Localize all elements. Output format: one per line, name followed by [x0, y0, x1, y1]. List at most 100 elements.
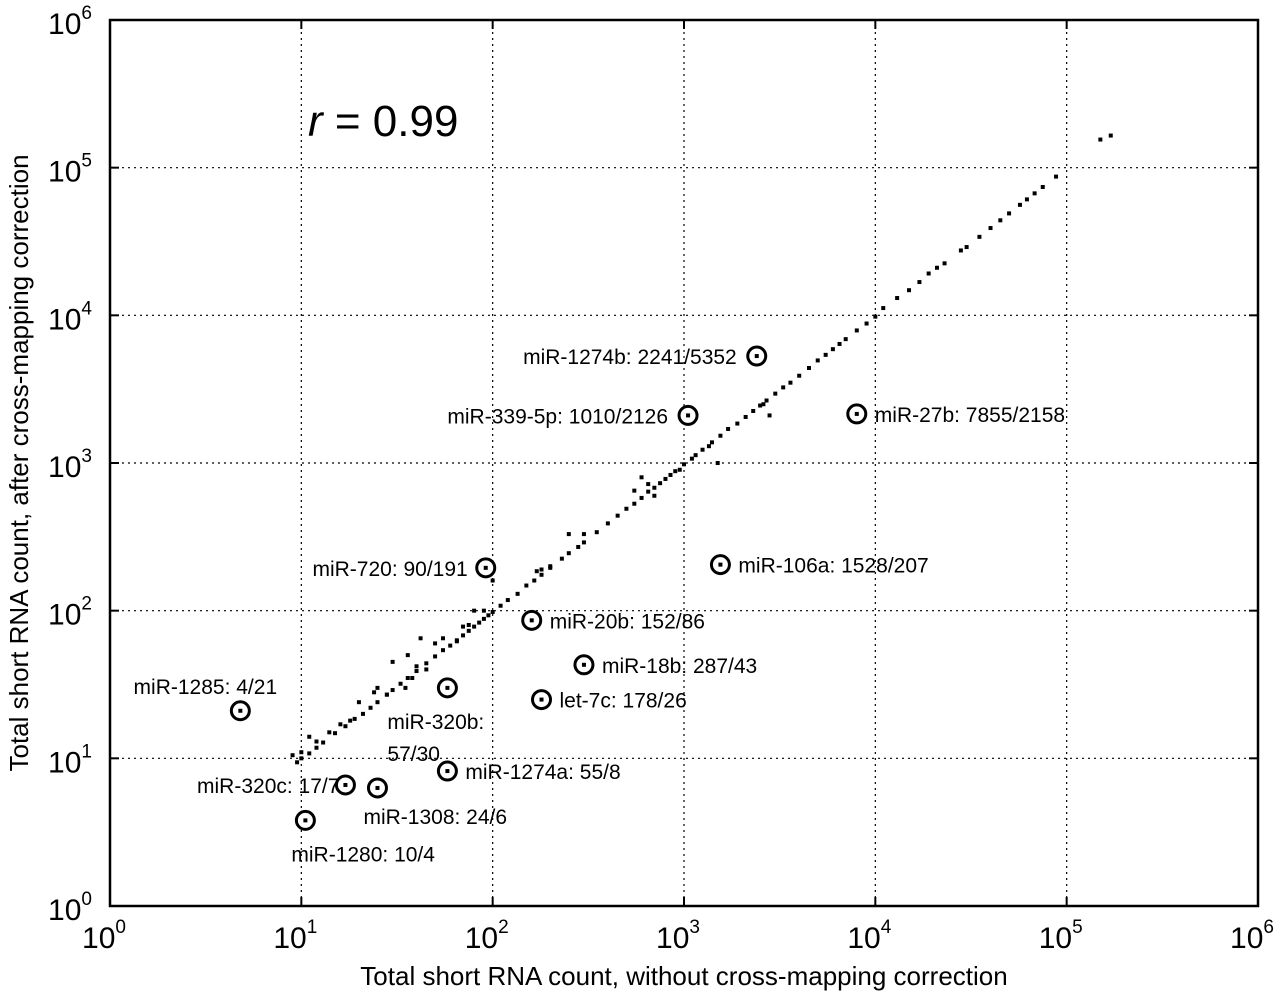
- highlight-point: [581, 662, 586, 667]
- data-point: [314, 739, 319, 744]
- highlight-point: [718, 562, 723, 567]
- data-point: [718, 433, 723, 438]
- data-point: [461, 633, 466, 638]
- data-point: [532, 578, 537, 583]
- y-tick-label: 103: [48, 446, 92, 484]
- data-point: [548, 564, 553, 569]
- highlight-point: [445, 685, 450, 690]
- data-point: [486, 613, 491, 618]
- data-point: [693, 453, 698, 458]
- data-point: [1024, 197, 1029, 202]
- data-point: [700, 447, 705, 452]
- data-point: [632, 501, 637, 506]
- data-point: [1098, 137, 1103, 142]
- data-point: [895, 296, 900, 301]
- data-point: [709, 440, 714, 445]
- data-point: [615, 513, 620, 518]
- data-point: [781, 385, 786, 390]
- x-tick-label: 105: [1039, 917, 1083, 955]
- data-point: [368, 705, 373, 710]
- data-point: [290, 753, 295, 758]
- data-point: [414, 669, 419, 674]
- highlight-point: [686, 413, 691, 418]
- data-point: [998, 218, 1003, 223]
- data-point: [677, 467, 682, 472]
- data-point: [448, 643, 453, 648]
- data-point: [682, 462, 686, 467]
- data-point: [1007, 211, 1012, 216]
- data-point: [926, 271, 931, 276]
- data-point: [815, 358, 820, 363]
- y-tick-label: 101: [48, 741, 92, 779]
- annotation-label: miR-1280: 10/4: [291, 843, 435, 866]
- data-point: [917, 280, 922, 285]
- data-point: [1108, 133, 1113, 138]
- data-point: [964, 245, 969, 250]
- data-point: [652, 485, 657, 490]
- data-point: [751, 408, 756, 413]
- data-point: [854, 328, 859, 333]
- data-point: [414, 664, 419, 669]
- data-point: [299, 750, 304, 755]
- x-tick-label: 103: [656, 917, 700, 955]
- axis-ticks: 100 101 102 103 104 105 106 100 101 102 103 104 105 1…: [48, 3, 1274, 955]
- data-point: [743, 414, 748, 419]
- data-point: [605, 521, 610, 526]
- annotation-label: miR-18b: 287/43: [602, 655, 757, 678]
- data-point: [440, 636, 445, 641]
- data-point: [307, 734, 312, 739]
- data-point: [505, 598, 510, 603]
- data-point: [424, 667, 429, 672]
- data-point: [539, 567, 544, 572]
- data-point: [534, 569, 539, 574]
- data-point: [689, 456, 694, 461]
- x-axis-label: Total short RNA count, without cross-map…: [360, 961, 1007, 991]
- highlight-point: [539, 697, 544, 702]
- x-tick-label: 101: [273, 917, 317, 955]
- x-tick-label: 100: [82, 917, 126, 955]
- data-point: [830, 347, 835, 352]
- data-point: [524, 583, 529, 588]
- data-point: [735, 421, 740, 426]
- data-point: [632, 488, 637, 493]
- data-point: [726, 426, 731, 431]
- x-tick-label: 106: [1230, 917, 1274, 955]
- data-point: [338, 722, 343, 727]
- data-point: [515, 591, 520, 596]
- data-point: [907, 288, 912, 293]
- data-point: [663, 476, 668, 481]
- data-point: [477, 620, 482, 625]
- data-point: [797, 373, 802, 378]
- data-point: [566, 551, 571, 556]
- data-point: [461, 624, 466, 629]
- data-point: [398, 681, 403, 686]
- data-point: [343, 724, 348, 729]
- data-point: [295, 760, 300, 765]
- data-point: [576, 544, 581, 549]
- annotation-label: miR-1274a: 55/8: [465, 761, 620, 784]
- data-point: [639, 475, 644, 480]
- data-point: [559, 556, 564, 561]
- data-point: [539, 572, 544, 577]
- data-point: [375, 700, 380, 705]
- correlation-symbol: r: [308, 97, 325, 146]
- data-point: [823, 352, 828, 357]
- data-point: [433, 654, 438, 659]
- data-point: [490, 609, 495, 614]
- data-point: [498, 603, 503, 608]
- data-point: [348, 718, 353, 723]
- data-point: [881, 306, 886, 311]
- highlight-point: [303, 818, 308, 823]
- data-point: [958, 248, 963, 253]
- data-point: [581, 540, 586, 545]
- data-point: [424, 661, 429, 666]
- y-tick-label: 100: [48, 889, 92, 927]
- data-point: [466, 628, 471, 633]
- data-point: [581, 532, 586, 537]
- data-point: [410, 675, 415, 680]
- data-point: [788, 380, 793, 385]
- data-point: [761, 402, 766, 407]
- y-tick-label: 105: [48, 151, 92, 189]
- data-point: [646, 489, 651, 494]
- highlight-point: [238, 708, 243, 713]
